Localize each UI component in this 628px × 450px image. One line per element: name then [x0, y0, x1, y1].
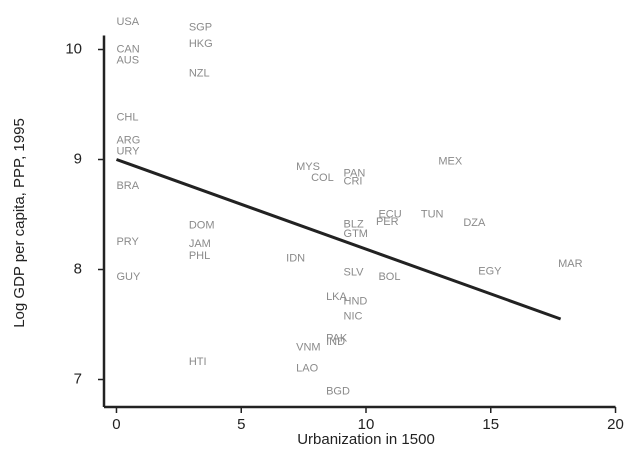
- data-point-hnd: HND: [344, 295, 368, 307]
- data-point-pry: PRY: [116, 236, 139, 248]
- fit-line: [115, 158, 562, 321]
- data-point-pak: PAK: [326, 333, 348, 345]
- data-point-hkg: HKG: [189, 38, 213, 50]
- x-axis-title: Urbanization in 1500: [297, 431, 435, 448]
- data-point-phl: PHL: [189, 250, 210, 262]
- x-tick-label-0: 0: [112, 416, 120, 433]
- data-point-lka: LKA: [326, 291, 347, 303]
- y-tick-label-9: 9: [74, 150, 82, 167]
- y-tick-label-8: 8: [74, 260, 82, 277]
- data-point-dom: DOM: [189, 219, 215, 231]
- data-point-mys: MYS: [296, 161, 320, 173]
- data-point-pan: PAN: [344, 168, 366, 180]
- data-point-col: COL: [311, 172, 334, 184]
- data-point-nzl: NZL: [189, 68, 210, 80]
- data-point-idn: IDN: [286, 252, 305, 264]
- data-point-sgp: SGP: [189, 21, 212, 33]
- data-point-slv: SLV: [344, 267, 365, 279]
- x-tick-label-15: 15: [482, 416, 499, 433]
- data-point-bra: BRA: [116, 180, 139, 192]
- data-point-mar: MAR: [558, 258, 583, 270]
- data-point-cri: CRI: [344, 175, 363, 187]
- data-point-ecu: ECU: [378, 208, 401, 220]
- data-point-aus: AUS: [116, 54, 139, 66]
- data-point-ury: URY: [116, 146, 140, 158]
- data-point-guy: GUY: [116, 271, 141, 283]
- data-point-gtm: GTM: [344, 228, 368, 240]
- x-tick-label-10: 10: [358, 416, 375, 433]
- data-point-ind: IND: [326, 336, 345, 348]
- data-point-chl: CHL: [116, 112, 138, 124]
- y-tick-label-7: 7: [74, 370, 82, 387]
- data-point-blz: BLZ: [344, 218, 364, 230]
- x-tick-label-5: 5: [237, 416, 245, 433]
- data-point-vnm: VNM: [296, 342, 320, 354]
- data-point-tun: TUN: [421, 208, 444, 220]
- data-point-hti: HTI: [189, 356, 207, 368]
- data-point-bol: BOL: [378, 271, 400, 283]
- data-point-arg: ARG: [116, 135, 140, 147]
- data-point-dza: DZA: [463, 217, 486, 229]
- data-point-egy: EGY: [478, 266, 502, 278]
- data-point-nic: NIC: [344, 311, 363, 323]
- data-point-per: PER: [376, 216, 399, 228]
- y-tick-label-10: 10: [65, 40, 82, 57]
- data-point-bgd: BGD: [326, 386, 350, 398]
- x-tick-label-20: 20: [607, 416, 624, 433]
- x-axis: 0 5 10 15 20: [104, 405, 624, 433]
- y-axis: 7 8 9 10: [65, 35, 106, 407]
- y-axis-title: Log GDP per capita, PPP, 1995: [11, 118, 28, 328]
- data-point-lao: LAO: [296, 362, 318, 374]
- data-point-jam: JAM: [189, 238, 211, 250]
- data-point-can: CAN: [116, 43, 139, 55]
- data-point-usa: USA: [116, 16, 139, 28]
- data-point-mex: MEX: [438, 156, 463, 168]
